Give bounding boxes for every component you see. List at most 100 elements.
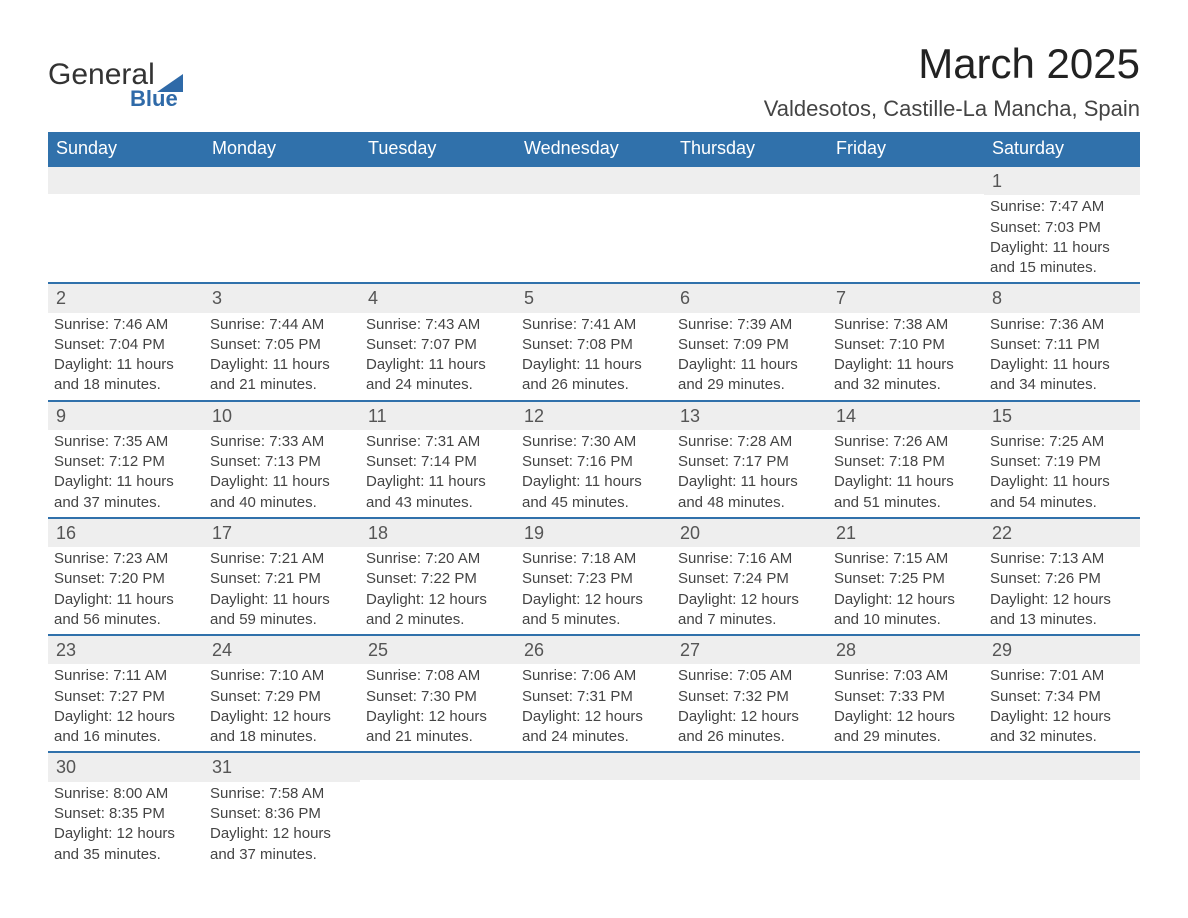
calendar-day-cell xyxy=(48,166,204,283)
calendar-week: 1Sunrise: 7:47 AMSunset: 7:03 PMDaylight… xyxy=(48,166,1140,283)
calendar-day-cell: 28Sunrise: 7:03 AMSunset: 7:33 PMDayligh… xyxy=(828,635,984,752)
calendar-day-cell: 25Sunrise: 7:08 AMSunset: 7:30 PMDayligh… xyxy=(360,635,516,752)
calendar-day-cell: 24Sunrise: 7:10 AMSunset: 7:29 PMDayligh… xyxy=(204,635,360,752)
sunrise-line: Sunrise: 7:11 AM xyxy=(54,666,198,686)
daylight-line: Daylight: 12 hours and 5 minutes. xyxy=(522,590,666,631)
day-number: 26 xyxy=(516,636,672,664)
sunrise-line: Sunrise: 7:18 AM xyxy=(522,549,666,569)
sunset-line: Sunset: 7:31 PM xyxy=(522,687,666,707)
day-body: Sunrise: 7:47 AMSunset: 7:03 PMDaylight:… xyxy=(984,195,1140,282)
sunset-line: Sunset: 7:18 PM xyxy=(834,452,978,472)
daylight-line: Daylight: 12 hours and 13 minutes. xyxy=(990,590,1134,631)
sunset-line: Sunset: 7:21 PM xyxy=(210,569,354,589)
day-body: Sunrise: 7:13 AMSunset: 7:26 PMDaylight:… xyxy=(984,547,1140,634)
day-body: Sunrise: 7:20 AMSunset: 7:22 PMDaylight:… xyxy=(360,547,516,634)
sunset-line: Sunset: 7:22 PM xyxy=(366,569,510,589)
day-number: 23 xyxy=(48,636,204,664)
daylight-line: Daylight: 12 hours and 29 minutes. xyxy=(834,707,978,748)
day-number: 12 xyxy=(516,402,672,430)
sunset-line: Sunset: 7:29 PM xyxy=(210,687,354,707)
sunset-line: Sunset: 7:16 PM xyxy=(522,452,666,472)
sunset-line: Sunset: 7:14 PM xyxy=(366,452,510,472)
sunset-line: Sunset: 7:09 PM xyxy=(678,335,822,355)
day-body: Sunrise: 7:58 AMSunset: 8:36 PMDaylight:… xyxy=(204,782,360,869)
sunrise-line: Sunrise: 7:30 AM xyxy=(522,432,666,452)
blank-day xyxy=(984,753,1140,780)
calendar-day-cell: 5Sunrise: 7:41 AMSunset: 7:08 PMDaylight… xyxy=(516,283,672,400)
sunset-line: Sunset: 7:04 PM xyxy=(54,335,198,355)
calendar-day-cell: 19Sunrise: 7:18 AMSunset: 7:23 PMDayligh… xyxy=(516,518,672,635)
weekday-header: Saturday xyxy=(984,132,1140,166)
blank-day xyxy=(672,753,828,780)
logo-triangle-icon xyxy=(157,74,183,92)
sunset-line: Sunset: 7:08 PM xyxy=(522,335,666,355)
day-body: Sunrise: 7:44 AMSunset: 7:05 PMDaylight:… xyxy=(204,313,360,400)
calendar-day-cell xyxy=(828,166,984,283)
calendar-week: 23Sunrise: 7:11 AMSunset: 7:27 PMDayligh… xyxy=(48,635,1140,752)
calendar-day-cell: 23Sunrise: 7:11 AMSunset: 7:27 PMDayligh… xyxy=(48,635,204,752)
day-body: Sunrise: 7:06 AMSunset: 7:31 PMDaylight:… xyxy=(516,664,672,751)
daylight-line: Daylight: 11 hours and 15 minutes. xyxy=(990,238,1134,279)
sunrise-line: Sunrise: 7:39 AM xyxy=(678,315,822,335)
weekday-header-row: SundayMondayTuesdayWednesdayThursdayFrid… xyxy=(48,132,1140,166)
weekday-header: Tuesday xyxy=(360,132,516,166)
sunrise-line: Sunrise: 7:43 AM xyxy=(366,315,510,335)
daylight-line: Daylight: 12 hours and 7 minutes. xyxy=(678,590,822,631)
day-body: Sunrise: 7:39 AMSunset: 7:09 PMDaylight:… xyxy=(672,313,828,400)
calendar-day-cell: 21Sunrise: 7:15 AMSunset: 7:25 PMDayligh… xyxy=(828,518,984,635)
daylight-line: Daylight: 11 hours and 51 minutes. xyxy=(834,472,978,513)
day-number: 22 xyxy=(984,519,1140,547)
weekday-header: Friday xyxy=(828,132,984,166)
calendar-day-cell: 12Sunrise: 7:30 AMSunset: 7:16 PMDayligh… xyxy=(516,401,672,518)
day-body: Sunrise: 7:35 AMSunset: 7:12 PMDaylight:… xyxy=(48,430,204,517)
calendar-day-cell xyxy=(672,166,828,283)
day-number: 24 xyxy=(204,636,360,664)
day-number: 3 xyxy=(204,284,360,312)
day-body: Sunrise: 7:25 AMSunset: 7:19 PMDaylight:… xyxy=(984,430,1140,517)
sunset-line: Sunset: 7:34 PM xyxy=(990,687,1134,707)
daylight-line: Daylight: 11 hours and 34 minutes. xyxy=(990,355,1134,396)
day-body: Sunrise: 7:26 AMSunset: 7:18 PMDaylight:… xyxy=(828,430,984,517)
calendar-day-cell xyxy=(672,752,828,868)
day-number: 13 xyxy=(672,402,828,430)
sunrise-line: Sunrise: 7:41 AM xyxy=(522,315,666,335)
sunrise-line: Sunrise: 7:16 AM xyxy=(678,549,822,569)
sunrise-line: Sunrise: 7:26 AM xyxy=(834,432,978,452)
sunrise-line: Sunrise: 7:01 AM xyxy=(990,666,1134,686)
sunrise-line: Sunrise: 7:58 AM xyxy=(210,784,354,804)
day-body: Sunrise: 7:36 AMSunset: 7:11 PMDaylight:… xyxy=(984,313,1140,400)
daylight-line: Daylight: 12 hours and 18 minutes. xyxy=(210,707,354,748)
calendar-week: 16Sunrise: 7:23 AMSunset: 7:20 PMDayligh… xyxy=(48,518,1140,635)
daylight-line: Daylight: 11 hours and 45 minutes. xyxy=(522,472,666,513)
daylight-line: Daylight: 12 hours and 10 minutes. xyxy=(834,590,978,631)
calendar-day-cell: 13Sunrise: 7:28 AMSunset: 7:17 PMDayligh… xyxy=(672,401,828,518)
calendar-table: SundayMondayTuesdayWednesdayThursdayFrid… xyxy=(48,132,1140,869)
day-number: 31 xyxy=(204,753,360,781)
daylight-line: Daylight: 11 hours and 29 minutes. xyxy=(678,355,822,396)
day-number: 14 xyxy=(828,402,984,430)
sunrise-line: Sunrise: 7:36 AM xyxy=(990,315,1134,335)
calendar-day-cell: 31Sunrise: 7:58 AMSunset: 8:36 PMDayligh… xyxy=(204,752,360,868)
calendar-day-cell: 6Sunrise: 7:39 AMSunset: 7:09 PMDaylight… xyxy=(672,283,828,400)
day-number: 30 xyxy=(48,753,204,781)
day-number: 9 xyxy=(48,402,204,430)
location: Valdesotos, Castille-La Mancha, Spain xyxy=(764,96,1140,122)
day-number: 4 xyxy=(360,284,516,312)
calendar-day-cell: 27Sunrise: 7:05 AMSunset: 7:32 PMDayligh… xyxy=(672,635,828,752)
day-number: 11 xyxy=(360,402,516,430)
sunset-line: Sunset: 7:25 PM xyxy=(834,569,978,589)
weekday-header: Monday xyxy=(204,132,360,166)
calendar-day-cell: 30Sunrise: 8:00 AMSunset: 8:35 PMDayligh… xyxy=(48,752,204,868)
sunset-line: Sunset: 7:12 PM xyxy=(54,452,198,472)
sunset-line: Sunset: 7:26 PM xyxy=(990,569,1134,589)
daylight-line: Daylight: 11 hours and 24 minutes. xyxy=(366,355,510,396)
calendar-day-cell: 29Sunrise: 7:01 AMSunset: 7:34 PMDayligh… xyxy=(984,635,1140,752)
daylight-line: Daylight: 12 hours and 32 minutes. xyxy=(990,707,1134,748)
day-body: Sunrise: 7:21 AMSunset: 7:21 PMDaylight:… xyxy=(204,547,360,634)
day-number: 15 xyxy=(984,402,1140,430)
daylight-line: Daylight: 11 hours and 21 minutes. xyxy=(210,355,354,396)
calendar-day-cell xyxy=(204,166,360,283)
sunrise-line: Sunrise: 7:03 AM xyxy=(834,666,978,686)
sunset-line: Sunset: 8:35 PM xyxy=(54,804,198,824)
calendar-day-cell xyxy=(360,752,516,868)
